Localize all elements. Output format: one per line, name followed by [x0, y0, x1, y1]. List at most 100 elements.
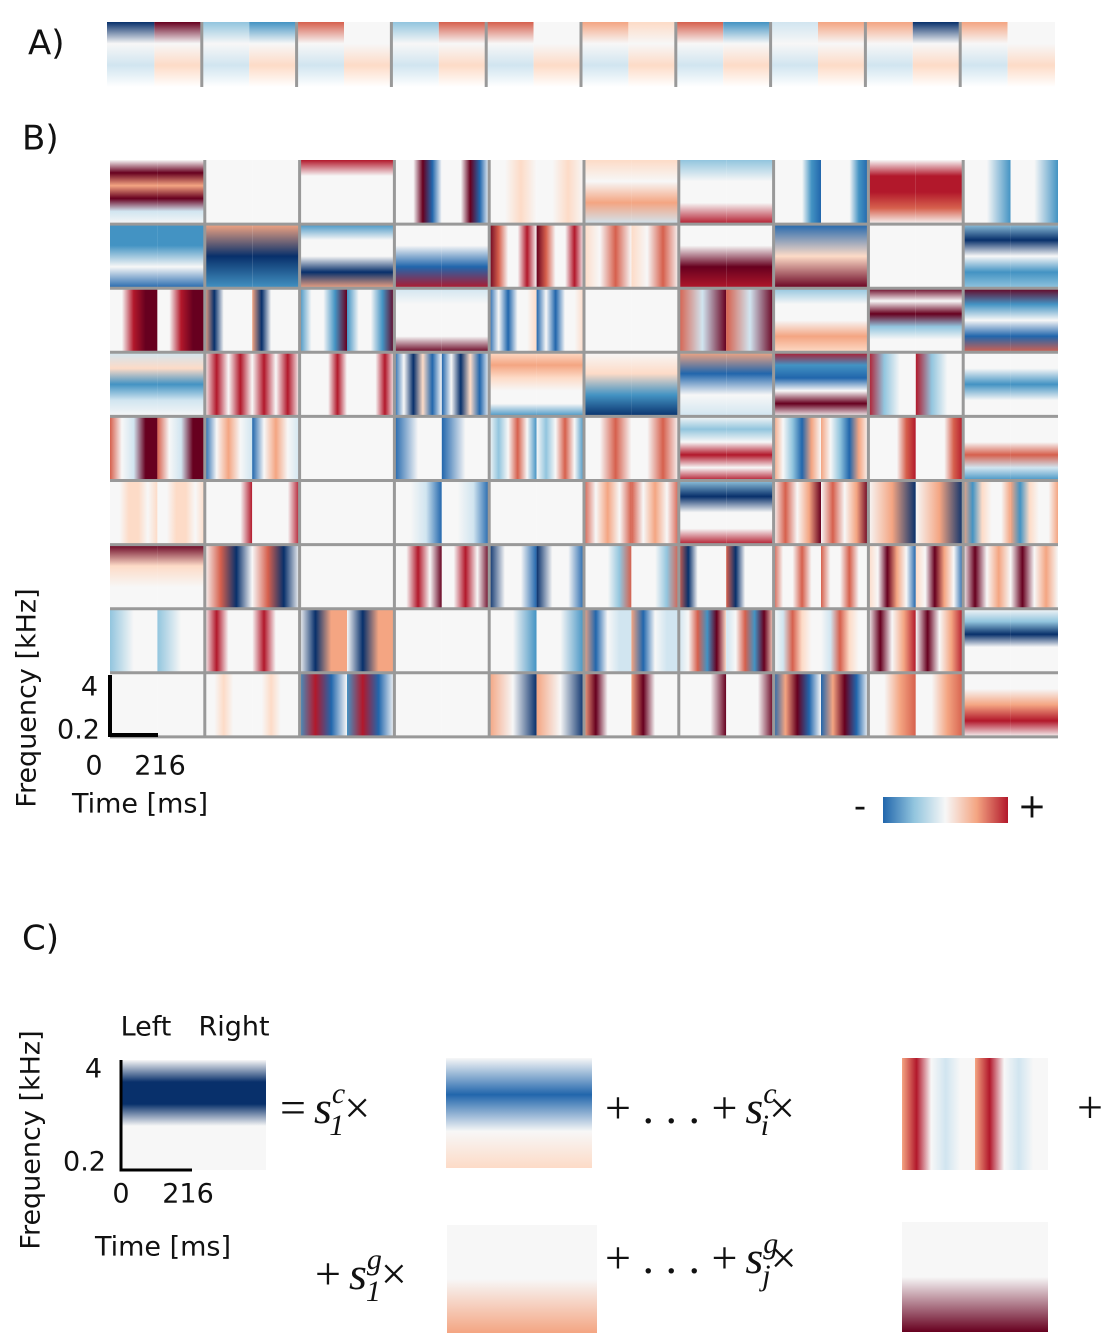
x-tick-label: 0 — [85, 751, 102, 782]
receptive-field — [678, 672, 727, 737]
receptive-field — [489, 544, 537, 609]
receptive-field — [249, 22, 297, 87]
panel-label: A) — [28, 24, 65, 64]
y-axis-label: Frequency [kHz] — [16, 1030, 47, 1249]
receptive-field — [204, 544, 253, 609]
receptive-field — [678, 480, 727, 545]
receptive-field — [915, 224, 964, 289]
equation-part: × — [769, 1082, 795, 1133]
receptive-field — [678, 544, 727, 609]
receptive-field — [110, 416, 158, 481]
receptive-field — [631, 160, 679, 225]
receptive-field — [915, 352, 964, 417]
receptive-field — [536, 352, 584, 417]
colorbar-low: - — [854, 787, 866, 827]
receptive-field — [489, 352, 537, 417]
equation-part: 1 — [366, 1275, 381, 1308]
receptive-field — [584, 480, 632, 545]
receptive-field — [299, 224, 347, 289]
receptive-field — [1010, 608, 1058, 673]
receptive-field — [201, 22, 250, 87]
panel-label: C) — [22, 919, 59, 959]
receptive-field — [299, 352, 347, 417]
receptive-field — [110, 160, 158, 225]
receptive-field — [1010, 224, 1058, 289]
receptive-field — [110, 480, 158, 545]
channel-label: Right — [198, 1012, 269, 1043]
receptive-field — [915, 544, 964, 609]
receptive-field — [584, 608, 632, 673]
receptive-field — [536, 608, 584, 673]
receptive-field — [865, 22, 913, 87]
receptive-field — [975, 1222, 1048, 1332]
receptive-field — [489, 480, 537, 545]
receptive-field — [726, 416, 774, 481]
receptive-field — [773, 480, 821, 545]
receptive-field — [963, 224, 1011, 289]
receptive-field — [675, 22, 724, 87]
receptive-field — [868, 608, 916, 673]
receptive-field — [868, 352, 916, 417]
receptive-field — [773, 672, 821, 737]
equation-part: × — [344, 1082, 370, 1133]
receptive-field — [344, 22, 392, 87]
equation-part: c — [332, 1077, 345, 1110]
receptive-field — [252, 416, 300, 481]
receptive-field — [394, 288, 442, 353]
receptive-field — [584, 224, 632, 289]
y-tick-label: 4 — [81, 672, 98, 703]
receptive-field — [391, 22, 439, 87]
receptive-field — [519, 1058, 592, 1168]
receptive-field — [441, 352, 490, 417]
receptive-field — [394, 608, 442, 673]
receptive-field — [299, 416, 347, 481]
y-tick-label: 0.2 — [63, 1147, 106, 1178]
receptive-field — [631, 544, 679, 609]
receptive-field — [536, 288, 584, 353]
receptive-field — [902, 1058, 975, 1170]
equation-term: + . . . + sc i× — [605, 1077, 795, 1142]
receptive-field — [347, 224, 395, 289]
y-tick-label: 0.2 — [57, 715, 100, 746]
receptive-field — [912, 22, 961, 87]
receptive-field — [1010, 544, 1058, 609]
receptive-field — [157, 288, 205, 353]
receptive-field — [522, 1225, 597, 1333]
receptive-field — [157, 352, 205, 417]
receptive-field — [347, 288, 395, 353]
receptive-field — [584, 160, 632, 225]
receptive-field — [110, 608, 158, 673]
receptive-field — [441, 544, 490, 609]
receptive-field — [394, 544, 442, 609]
receptive-field — [347, 160, 395, 225]
receptive-field — [963, 672, 1011, 737]
receptive-field — [252, 672, 300, 737]
receptive-field — [204, 352, 253, 417]
receptive-field — [394, 224, 442, 289]
receptive-field — [347, 480, 395, 545]
receptive-field — [1007, 22, 1055, 87]
receptive-field — [678, 608, 727, 673]
receptive-field — [773, 416, 821, 481]
receptive-field — [1010, 288, 1058, 353]
receptive-field — [441, 160, 490, 225]
receptive-field — [821, 672, 869, 737]
receptive-field — [868, 288, 916, 353]
receptive-field — [726, 672, 774, 737]
receptive-field — [1010, 416, 1058, 481]
receptive-field — [204, 672, 253, 737]
receptive-field — [347, 608, 395, 673]
receptive-field — [252, 480, 300, 545]
y-axis-label: Frequency [kHz] — [12, 588, 43, 807]
channel-label: Left — [121, 1012, 172, 1043]
receptive-field — [489, 288, 537, 353]
equation-part: × — [381, 1248, 407, 1299]
receptive-field — [773, 352, 821, 417]
receptive-field — [631, 416, 679, 481]
receptive-field — [726, 224, 774, 289]
receptive-field — [584, 352, 632, 417]
equation-part: + . . . + — [605, 1082, 737, 1133]
receptive-field — [157, 224, 205, 289]
equation-part: s — [349, 1248, 367, 1299]
receptive-field — [584, 544, 632, 609]
